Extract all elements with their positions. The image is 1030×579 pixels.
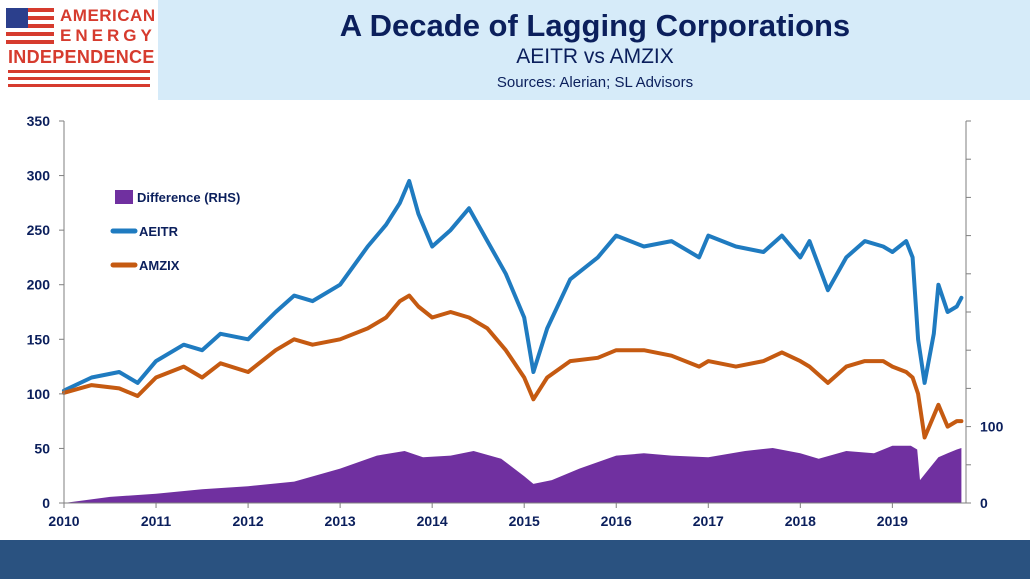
x-tick-label: 2016 xyxy=(601,513,632,529)
series-line-amzix xyxy=(62,293,964,440)
legend: Difference (RHS) AEITR AMZIX xyxy=(110,190,240,273)
y-tick-label: 0 xyxy=(42,495,50,511)
logo-stripes-icon xyxy=(8,70,150,87)
y-tick-label: 250 xyxy=(27,222,51,238)
axes-layer: 0 50 100 150 200 250 300 350 0 100 2010 2011 2012 201… xyxy=(27,113,1004,529)
series-line-aeitr xyxy=(62,179,964,393)
y-tick-label: 50 xyxy=(34,440,50,456)
x-tick-label: 2012 xyxy=(233,513,264,529)
line-chart: 0 50 100 150 200 250 300 350 0 100 2010 2011 2012 201… xyxy=(27,113,1004,529)
difference-area-layer xyxy=(64,445,962,503)
x-tick-label: 2010 xyxy=(48,513,79,529)
series-lines-layer xyxy=(62,179,964,440)
header-banner: AMERICAN ENERGY INDEPENDENCE A Decade of… xyxy=(0,0,1030,100)
y-tick-label: 200 xyxy=(27,277,51,293)
logo-text-line1: AMERICAN xyxy=(60,6,156,25)
sources-note: Sources: Alerian; SL Advisors xyxy=(496,74,694,91)
legend-swatch-difference-rhs xyxy=(115,190,133,204)
x-tick-label: 2019 xyxy=(877,513,908,529)
logo-text-line2: ENERGY xyxy=(60,26,156,45)
us-flag-icon xyxy=(6,8,54,44)
y2-tick-label: 100 xyxy=(980,419,1004,435)
y-tick-label: 350 xyxy=(27,113,51,129)
logo-text-line3: INDEPENDENCE xyxy=(8,47,155,67)
legend-label-aeitr: AEITR xyxy=(139,224,179,239)
y2-tick-label: 0 xyxy=(980,495,988,511)
logo: AMERICAN ENERGY INDEPENDENCE xyxy=(0,0,158,100)
x-tick-label: 2011 xyxy=(141,513,172,529)
chart-subtitle: AEITR vs AMZIX xyxy=(516,45,674,68)
y-tick-label: 300 xyxy=(27,168,51,184)
y-tick-label: 100 xyxy=(27,386,51,402)
x-tick-label: 2018 xyxy=(785,513,816,529)
footer-bar xyxy=(0,540,1030,579)
x-tick-label: 2014 xyxy=(417,513,448,529)
legend-label-amzix: AMZIX xyxy=(139,258,180,273)
x-tick-label: 2017 xyxy=(693,513,724,529)
legend-label-difference-rhs: Difference (RHS) xyxy=(137,190,240,205)
series-area-difference-rhs xyxy=(64,445,962,503)
y-tick-label: 150 xyxy=(27,331,51,347)
x-tick-label: 2015 xyxy=(509,513,540,529)
page-title: A Decade of Lagging Corporations xyxy=(339,8,851,43)
x-tick-label: 2013 xyxy=(325,513,356,529)
